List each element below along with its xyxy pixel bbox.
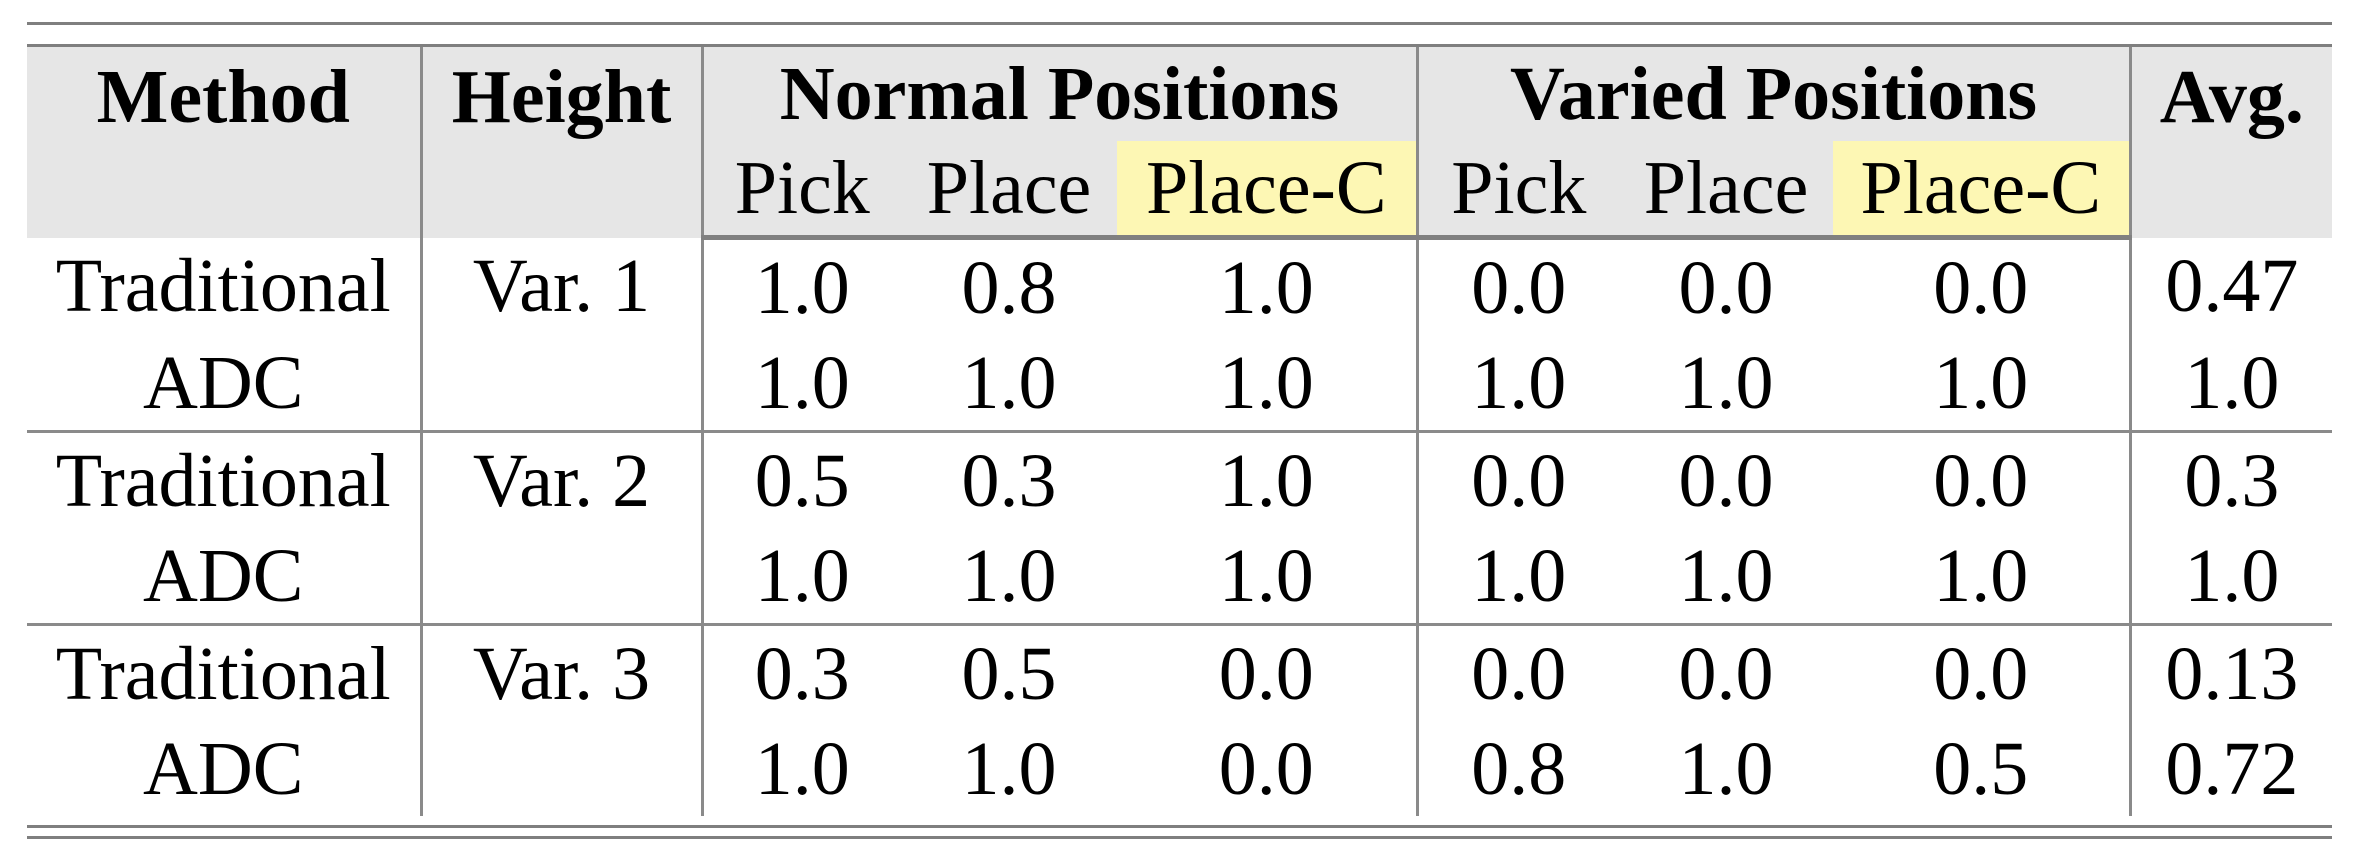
value-cell: 0.3 [961,438,1057,523]
value-cell: 0.0 [1678,631,1774,716]
bottom-rule-2 [27,836,2332,839]
table-row: ADC 1.0 1.0 1.0 1.0 1.0 1.0 1.0 [27,528,2333,626]
value-cell: 0.0 [1471,438,1567,523]
table-row: Traditional Var. 3 0.3 0.5 0.0 0.0 0.0 0.0 0.13 [27,624,2332,721]
height-cell [421,721,704,816]
method-cell: ADC [27,721,423,816]
method-cell: ADC [27,335,423,433]
value-cell: 0.5 [961,631,1057,716]
sub-header-varied-pick: Pick [1417,141,1620,240]
value-cell: 0.0 [1833,237,2132,335]
top-rule [27,22,2332,25]
value-cell: 1.0 [1117,528,1419,626]
value-cell: 0.0 [1471,631,1567,716]
method-cell: Traditional [27,237,423,335]
avg-cell: 0.72 [2165,726,2299,811]
table-row: Traditional Var. 1 1.0 0.8 1.0 0.0 0.0 0.0 0.47 [27,237,2332,335]
value-cell: 1.0 [754,726,850,811]
height-cell: Var. 2 [421,431,704,528]
value-cell: 1.0 [1417,335,1620,433]
value-cell: 0.0 [1117,721,1419,816]
value-cell: 0.5 [1833,721,2132,816]
value-cell: 0.0 [1117,624,1419,721]
method-cell: Traditional [27,624,423,721]
value-cell: 1.0 [1417,528,1620,626]
value-cell: 0.3 [754,631,850,716]
header-normal-positions: Normal Positions [702,47,1419,141]
value-cell: 1.0 [1833,335,2132,433]
table-row: Traditional Var. 2 0.5 0.3 1.0 0.0 0.0 0.0 0.3 [27,431,2332,528]
value-cell: 1.0 [1833,528,2132,626]
method-cell: Traditional [27,431,423,528]
table-row: ADC 1.0 1.0 1.0 1.0 1.0 1.0 1.0 [27,335,2333,433]
value-cell: 1.0 [901,335,1117,433]
value-cell: 1.0 [1117,237,1419,335]
avg-cell: 1.0 [2130,335,2333,433]
bottom-rule-1 [27,825,2332,828]
sub-header-normal-place-c: Place-C [1117,141,1419,240]
value-cell: 0.5 [754,438,850,523]
sub-header-normal-pick: Pick [702,141,901,240]
value-cell: 0.8 [961,245,1057,330]
value-cell: 0.0 [1678,438,1774,523]
sub-header-varied-place-c: Place-C [1833,141,2132,240]
value-cell: 0.8 [1471,726,1567,811]
value-cell: 1.0 [961,726,1057,811]
results-table: Method Height Normal Positions Varied Po… [27,47,2333,816]
header-method: Method [27,47,423,238]
header-avg: Avg. [2130,47,2333,238]
sub-header-normal-place: Place [901,141,1117,240]
height-cell [421,528,704,626]
value-cell: 1.0 [702,528,901,626]
avg-cell: 0.3 [2184,438,2280,523]
avg-cell: 0.47 [2165,244,2299,329]
avg-cell: 0.13 [2165,631,2299,716]
header-top-rule [27,44,2332,48]
value-cell: 0.0 [1471,245,1567,330]
table-row: ADC 1.0 1.0 0.0 0.8 1.0 0.5 0.72 [27,721,2332,816]
height-cell [421,335,704,433]
value-cell: 1.0 [1619,335,1834,433]
value-cell: 1.0 [1117,431,1419,528]
height-cell: Var. 1 [421,237,704,335]
header-row-2: Pick Place Place-C Pick Place Place-C [27,141,2332,240]
value-cell: 0.0 [1833,624,2132,721]
value-cell: 1.0 [1678,726,1774,811]
value-cell: 1.0 [702,335,901,433]
value-cell: 1.0 [901,528,1117,626]
value-cell: 0.0 [1678,245,1774,330]
height-cell: Var. 3 [421,624,704,721]
method-cell: ADC [27,528,423,626]
sub-header-varied-place: Place [1619,141,1834,240]
value-cell: 1.0 [1117,335,1419,433]
header-height: Height [421,47,704,238]
avg-cell: 1.0 [2130,528,2333,626]
value-cell: 1.0 [754,245,850,330]
header-varied-positions: Varied Positions [1417,47,2132,141]
value-cell: 1.0 [1619,528,1834,626]
value-cell: 0.0 [1833,431,2132,528]
table-body: Traditional Var. 1 1.0 0.8 1.0 0.0 0.0 0.0 0.47 A… [27,237,2333,816]
header-row-1: Method Height Normal Positions Varied Po… [27,47,2333,238]
